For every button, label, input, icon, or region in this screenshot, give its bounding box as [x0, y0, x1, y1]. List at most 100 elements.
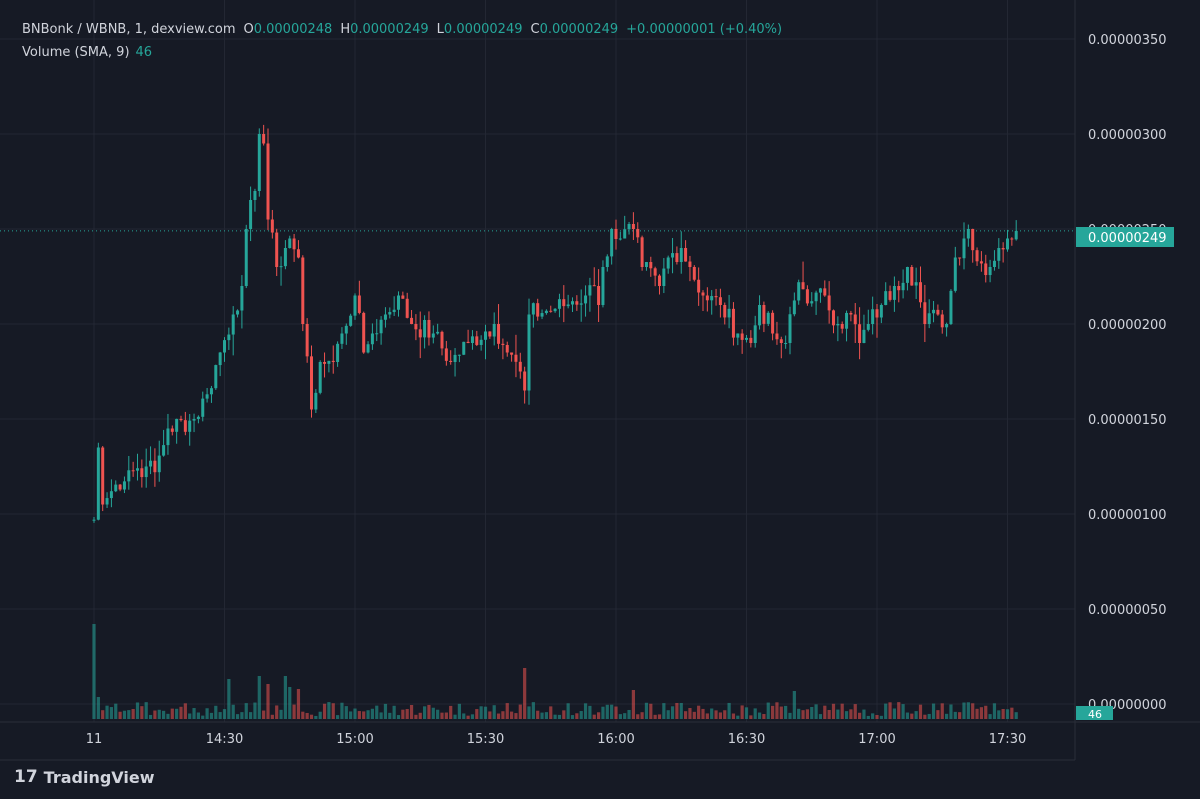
- candle-body: [162, 445, 166, 456]
- volume-bar: [979, 707, 983, 719]
- candle-body: [340, 333, 344, 344]
- candle-body: [462, 341, 466, 355]
- x-tick-label: 17:30: [989, 732, 1026, 747]
- candle-body: [562, 299, 566, 307]
- last-price-badge-label: 0.00000249: [1088, 231, 1167, 246]
- tradingview-brand[interactable]: 17 TradingView: [14, 767, 155, 787]
- candle-body: [923, 302, 927, 324]
- volume-bar: [831, 703, 836, 719]
- volume-bar: [723, 710, 727, 719]
- volume-bar: [623, 713, 627, 719]
- volume-bar: [862, 709, 866, 719]
- candle-body: [353, 295, 357, 316]
- volume-bar: [849, 709, 853, 719]
- volume-bar: [92, 624, 96, 719]
- x-tick-label: 11: [86, 732, 103, 747]
- volume-bar: [144, 702, 148, 719]
- candles: [92, 124, 1018, 523]
- candle-body: [1010, 238, 1014, 240]
- candle-body: [879, 305, 883, 318]
- volume-bar: [492, 705, 496, 719]
- candle-body: [832, 310, 835, 326]
- candle-body: [231, 314, 235, 335]
- time-axis[interactable]: 11 14:30 15:00 15:30 16:00 16:30 17:00 17:30: [86, 732, 1027, 747]
- volume-bar: [135, 702, 140, 719]
- candle-body: [257, 134, 261, 191]
- volume-bar: [536, 710, 540, 719]
- volume-bar: [392, 705, 396, 719]
- volume-bar: [122, 710, 127, 719]
- volume-bar: [753, 708, 757, 719]
- last-price-badge-bg: [1076, 227, 1174, 247]
- volume-bar: [692, 711, 696, 719]
- volume-bar: [757, 712, 762, 719]
- candle-body: [684, 248, 688, 262]
- candle-body: [862, 329, 866, 343]
- candle-body: [392, 309, 396, 313]
- candle-body: [283, 248, 287, 267]
- volume-bar: [675, 702, 679, 719]
- volume-bar: [818, 714, 823, 719]
- volume-bar: [470, 714, 475, 719]
- candle-body: [170, 428, 174, 432]
- volume-bar: [840, 703, 844, 719]
- volume-bar: [227, 679, 231, 719]
- candle-body: [597, 286, 601, 305]
- volume-bar: [496, 713, 501, 719]
- volume-bars: [92, 624, 1018, 719]
- candle-body: [214, 365, 218, 389]
- candle-body: [153, 460, 157, 473]
- volume-bar: [196, 712, 200, 719]
- x-tick-label: 14:30: [206, 732, 243, 747]
- volume-bar: [631, 690, 635, 719]
- candle-body: [658, 275, 661, 286]
- candle-body: [288, 238, 292, 248]
- candle-body: [818, 288, 822, 293]
- candle-body: [984, 263, 988, 276]
- volume-bar: [175, 708, 179, 719]
- candle-body: [910, 267, 914, 286]
- volume-bar: [653, 714, 657, 719]
- change-value: +0.00000001 (+0.40%): [626, 22, 783, 37]
- volume-bar: [810, 706, 814, 719]
- candle-body: [588, 285, 592, 296]
- volume-bar: [627, 709, 631, 719]
- candle-body: [688, 261, 692, 267]
- volume-bar: [140, 706, 144, 719]
- candle-body: [971, 229, 975, 251]
- volume-bar: [101, 710, 105, 719]
- candle-body: [975, 250, 979, 262]
- volume-bar: [423, 706, 427, 719]
- volume-bar: [444, 712, 448, 719]
- open-label: O: [243, 22, 254, 37]
- candle-body: [653, 268, 657, 276]
- volume-bar: [388, 712, 392, 719]
- volume-bar: [331, 703, 335, 719]
- volume-bar: [940, 703, 944, 719]
- candle-body: [423, 319, 427, 338]
- candle-body: [788, 314, 792, 343]
- candle-body: [209, 388, 213, 395]
- volume-bar: [340, 702, 344, 719]
- candle-body: [762, 305, 766, 324]
- volume-legend-label[interactable]: Volume (SMA, 9): [22, 45, 130, 60]
- volume-legend: Volume (SMA, 9) 46: [22, 45, 152, 60]
- volume-bar: [984, 705, 988, 719]
- candle-body: [1006, 238, 1009, 250]
- volume-bar: [479, 706, 483, 719]
- candle-body: [662, 268, 666, 286]
- volume-bar: [305, 712, 309, 719]
- candle-body: [814, 292, 818, 302]
- volume-bar: [257, 676, 261, 719]
- candle-body: [196, 416, 200, 419]
- volume-bar: [401, 709, 405, 719]
- close-value: 0.00000249: [539, 22, 619, 37]
- volume-bar: [518, 704, 522, 719]
- candle-body: [966, 229, 970, 239]
- volume-bar: [727, 702, 731, 719]
- candle-body: [179, 418, 183, 421]
- volume-bar: [988, 714, 992, 719]
- volume-bar: [296, 689, 301, 719]
- symbol-label[interactable]: BNBonk / WBNB, 1, dexview.com: [22, 22, 236, 37]
